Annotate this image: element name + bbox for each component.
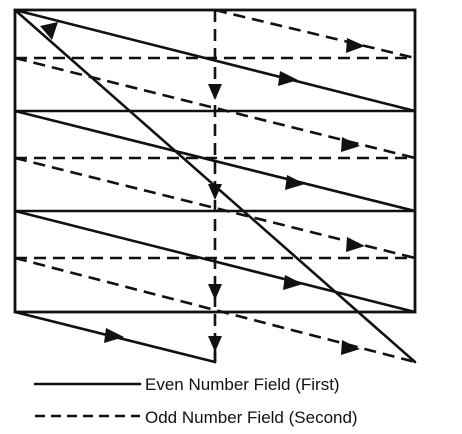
arrowhead	[208, 184, 222, 200]
arrowhead	[346, 38, 365, 53]
arrowhead	[208, 336, 222, 352]
arrowhead	[40, 22, 58, 40]
arrowhead	[208, 284, 222, 300]
arrowhead	[341, 137, 360, 152]
even-field-scan-line	[13, 8, 417, 113]
arrowhead	[283, 275, 303, 290]
arrowhead	[341, 340, 360, 355]
odd-field-scan-line	[214, 8, 416, 60]
arrowhead	[278, 71, 298, 86]
legend-odd-label: Odd Number Field (Second)	[145, 408, 358, 427]
legend-even-label: Even Number Field (First)	[145, 375, 340, 394]
arrowhead	[208, 84, 222, 100]
even-field-scan-line	[13, 109, 417, 213]
arrowhead	[346, 237, 365, 252]
arrowhead	[285, 175, 305, 190]
arrowhead	[104, 328, 124, 343]
